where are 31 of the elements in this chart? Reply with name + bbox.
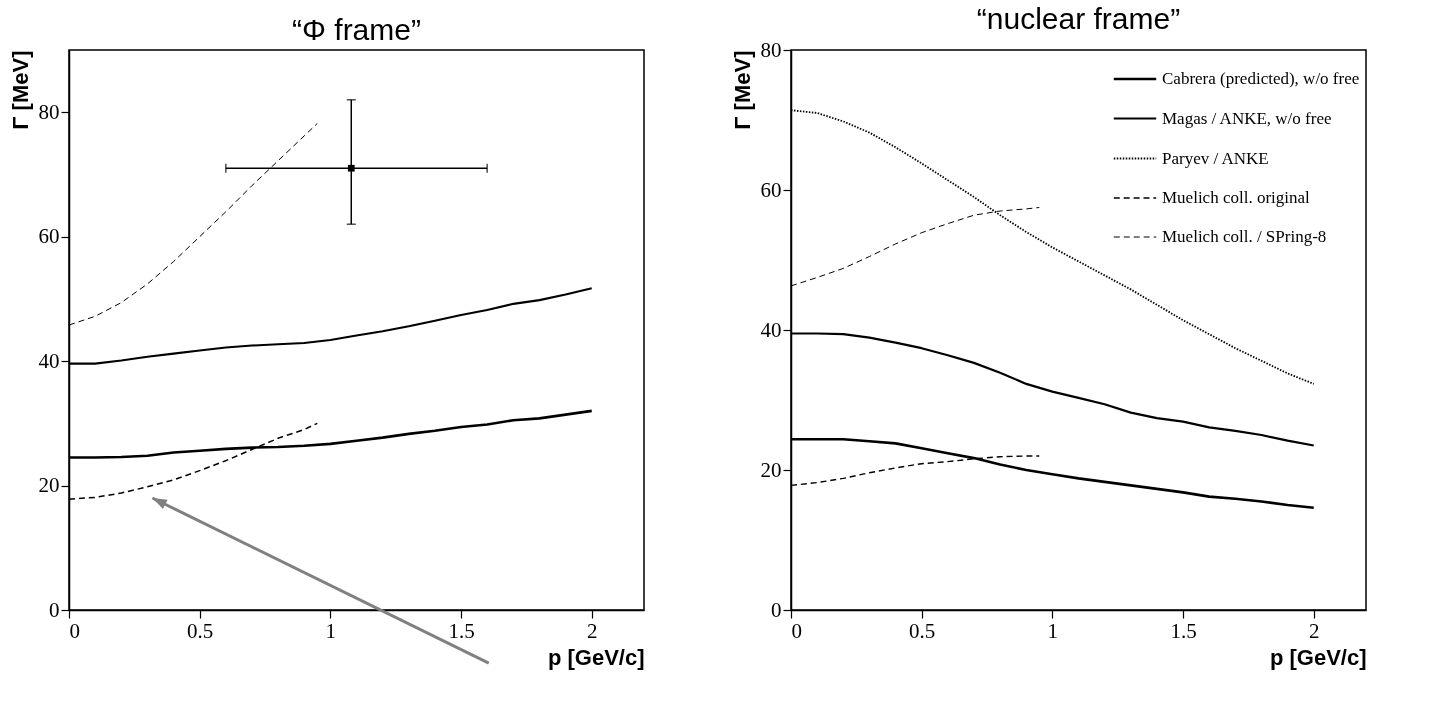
y-tick-label: 80 [38,99,60,124]
chart-title: “Φ frame” [292,13,421,46]
x-axis-title: p [GeV/c] [547,644,645,670]
legend-label: Muelich coll. original [1162,188,1311,207]
x-tick-label: 2 [1308,618,1320,643]
x-tick-label: 1 [1047,618,1059,643]
x-axis-title: p [GeV/c] [1269,644,1367,670]
y-tick-label: 20 [38,473,60,498]
y-tick-label: 40 [38,348,60,373]
y-tick-label: 20 [760,457,782,482]
legend-label: Paryev / ANKE [1162,148,1269,168]
x-tick-label: 0 [69,618,80,643]
x-tick-label: 1 [325,618,337,643]
y-tick-label: 0 [49,597,60,622]
x-tick-label: 1.5 [1170,618,1197,643]
y-axis-title: Γ [MeV] [7,50,33,130]
legend-label: Magas / ANKE, w/o free [1162,108,1332,128]
x-tick-label: 2 [586,618,598,643]
y-tick-label: 80 [760,37,782,62]
x-tick-label: 0 [791,618,802,643]
y-tick-label: 0 [771,597,782,622]
chart-title: “nuclear frame” [976,2,1181,35]
y-axis-title: Γ [MeV] [729,50,755,130]
y-tick-label: 60 [38,224,60,249]
y-tick-label: 60 [760,177,782,202]
legend-label: Muelich coll. / SPring-8 [1162,227,1327,246]
x-tick-label: 0.5 [909,618,936,643]
x-tick-label: 0.5 [187,618,214,643]
x-tick-label: 1.5 [448,618,475,643]
y-tick-label: 40 [760,317,782,342]
legend-label: Cabrera (predicted), w/o free [1162,69,1360,88]
